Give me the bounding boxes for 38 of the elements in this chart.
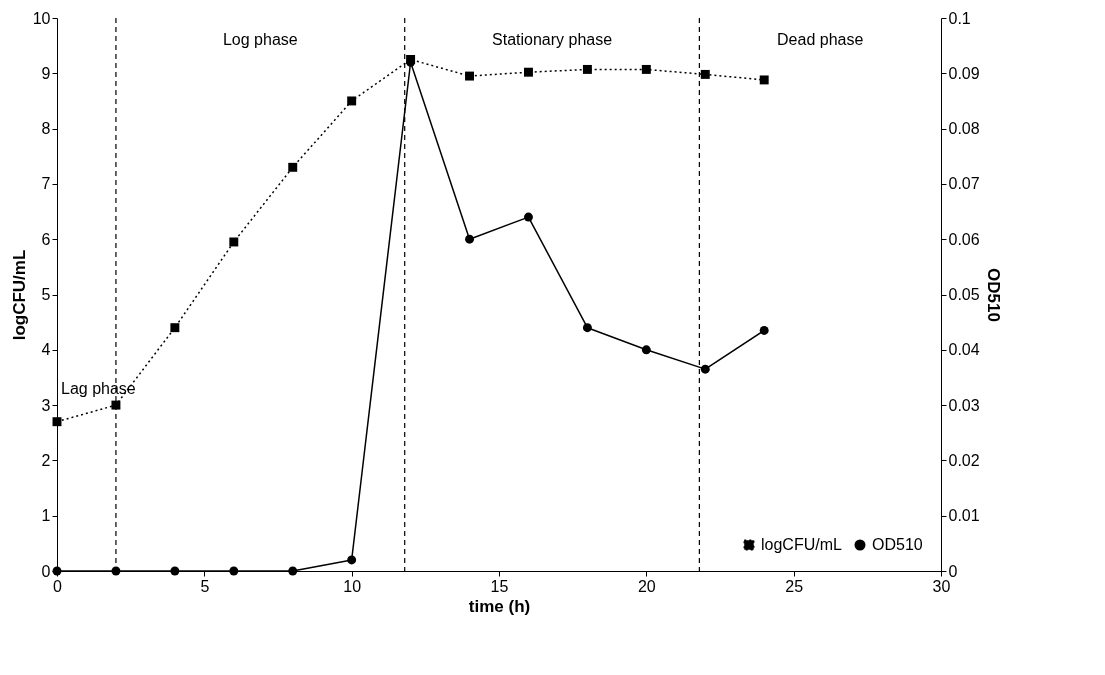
y-tick-label: 9 [41,64,51,82]
y2-tick-label: 0.1 [948,9,971,27]
x-tick-label: 25 [785,577,804,595]
x-tick-label: 0 [53,577,63,595]
y2-tick-label: 0.08 [948,120,980,138]
y-tick-label: 5 [41,286,51,303]
y2-tick-label: 0.06 [948,230,980,248]
x-tick-label: 30 [932,577,951,595]
y2-tick-label: 0 [948,562,958,580]
annotation: Stationary phase [492,31,613,48]
y-tick-label: 7 [41,175,51,193]
y-tick-label: 6 [41,230,51,248]
y-tick-label: 2 [41,451,51,469]
y2-axis-title: OD510 [983,268,1003,322]
x-tick-label: 15 [490,577,509,595]
y2-tick-label: 0.01 [948,507,980,525]
y-tick-label: 8 [41,120,51,138]
annotation: Lag phase [61,379,136,397]
y2-tick-label: 0.09 [948,64,980,82]
y2-tick-label: 0.02 [948,451,980,469]
y-tick-label: 3 [41,396,51,414]
x-tick-label: 5 [200,577,210,595]
y2-tick-label: 0.07 [948,175,980,193]
y-tick-label: 0 [41,562,51,580]
y-tick-label: 4 [41,341,51,359]
y2-tick-label: 0.04 [948,341,980,359]
y2-tick-label: 0.05 [948,286,980,303]
y2-tick-label: 0.03 [948,396,980,414]
annotation: Log phase [222,31,298,48]
legend-label: OD510 [872,536,923,553]
y-tick-label: 10 [32,9,51,27]
legend-label: logCFU/mL [761,536,843,553]
x-axis-title: time (h) [468,596,531,616]
x-tick-label: 20 [637,577,656,595]
y-tick-label: 1 [41,507,51,525]
y-axis-title: logCFU/mL [9,249,29,341]
annotation: Dead phase [777,31,864,48]
x-tick-label: 10 [343,577,362,595]
